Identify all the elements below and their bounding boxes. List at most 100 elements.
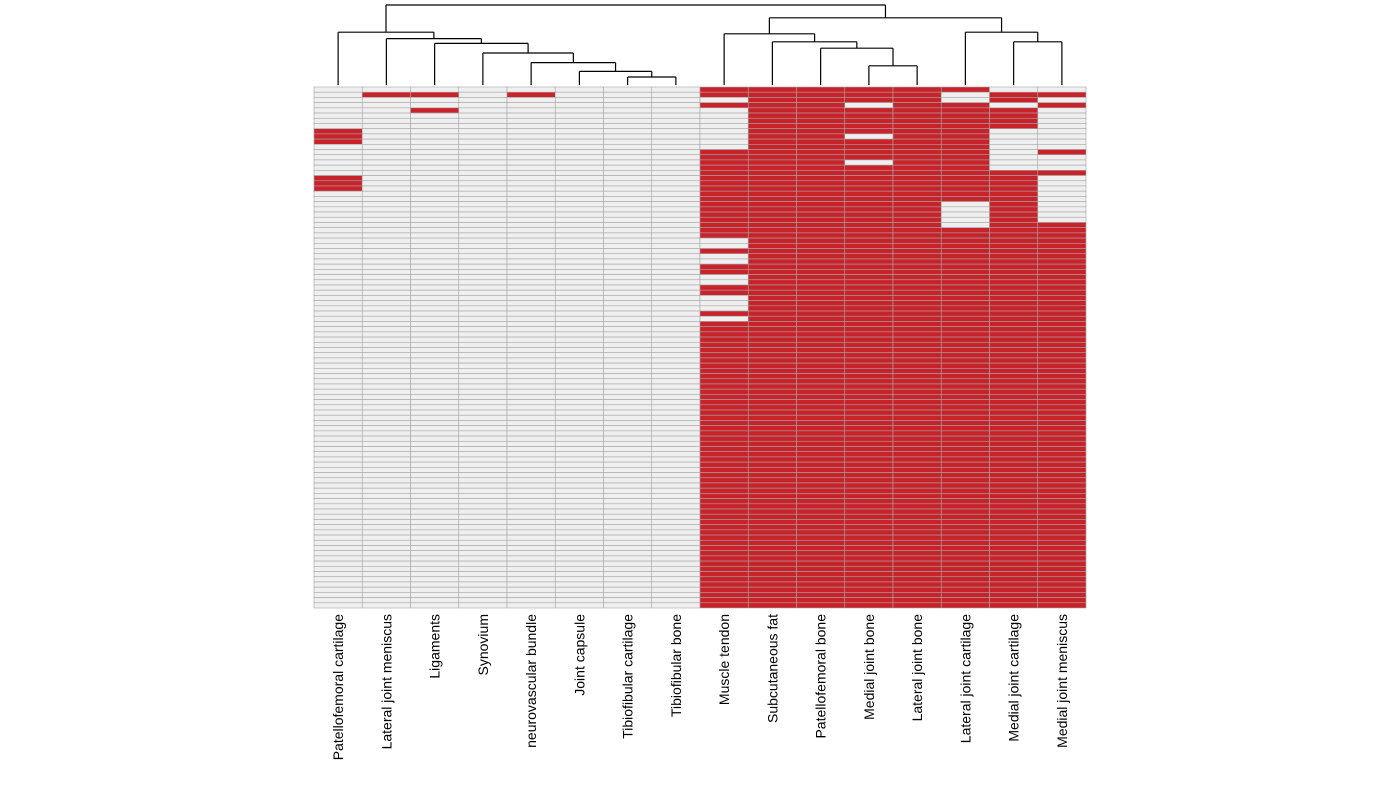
heatmap-cell (892, 409, 942, 416)
heatmap-cell (844, 227, 894, 234)
heatmap-cell (651, 477, 701, 484)
heatmap-cell (313, 310, 363, 317)
heatmap-cell (603, 305, 653, 312)
heatmap-cell (940, 404, 990, 411)
heatmap-cell (989, 545, 1039, 551)
heatmap-cell (313, 586, 363, 593)
heatmap-cell (313, 216, 363, 223)
heatmap-cell (747, 467, 797, 473)
heatmap-cell (313, 414, 363, 421)
heatmap-cell (892, 86, 942, 93)
heatmap-cell (844, 524, 894, 531)
heatmap-cell (361, 243, 411, 249)
heatmap-cell (554, 388, 604, 395)
heatmap-cell (747, 185, 797, 192)
heatmap-cell (361, 440, 411, 447)
heatmap-cell (361, 571, 411, 578)
heatmap-cell (458, 138, 508, 145)
heatmap-cell (361, 164, 411, 171)
heatmap-cell (410, 117, 460, 124)
heatmap-cell (747, 534, 797, 541)
heatmap-cell (554, 289, 604, 296)
heatmap-cell (699, 566, 749, 572)
heatmap-cell (940, 331, 990, 338)
heatmap-cell (844, 144, 894, 150)
heatmap-cell (361, 467, 411, 473)
heatmap-cell (554, 347, 604, 354)
heatmap-cell (506, 138, 556, 145)
heatmap-cell (313, 144, 363, 150)
heatmap-cell (554, 420, 604, 426)
heatmap-cell (554, 201, 604, 208)
heatmap-cell (651, 581, 701, 588)
heatmap-cell (747, 159, 797, 166)
heatmap-cell (940, 513, 990, 520)
heatmap-cell (506, 295, 556, 301)
heatmap-cell (699, 331, 749, 338)
heatmap-cell (410, 430, 460, 437)
heatmap-cell (554, 248, 604, 255)
heatmap-cell (651, 97, 701, 103)
heatmap-cell (506, 534, 556, 541)
heatmap-cell (989, 175, 1039, 182)
heatmap-cell (361, 498, 411, 505)
heatmap-cell (506, 269, 556, 275)
heatmap-cell (1037, 258, 1087, 265)
heatmap-cell (747, 295, 797, 301)
heatmap-cell (892, 519, 942, 525)
heatmap-cell (554, 399, 604, 406)
heatmap-cell (844, 117, 894, 124)
heatmap-cell (892, 258, 942, 265)
heatmap-cell (892, 102, 942, 109)
heatmap-cell (554, 144, 604, 150)
heatmap-cell (410, 196, 460, 202)
heatmap-cell (361, 300, 411, 307)
heatmap-cell (699, 305, 749, 312)
heatmap-cell (410, 592, 460, 598)
heatmap-cell (506, 451, 556, 458)
heatmap-cell (844, 295, 894, 301)
heatmap-cell (361, 409, 411, 416)
heatmap-cell (940, 482, 990, 489)
heatmap-cell (458, 539, 508, 546)
heatmap-cell (651, 269, 701, 275)
heatmap-cell (747, 206, 797, 213)
heatmap-cell (651, 305, 701, 312)
heatmap-cell (747, 180, 797, 187)
heatmap-cell (796, 461, 846, 468)
heatmap-cell (892, 133, 942, 140)
heatmap-cell (940, 295, 990, 301)
heatmap-cell (892, 550, 942, 557)
heatmap-cell (892, 154, 942, 161)
heatmap-cell (458, 461, 508, 468)
heatmap-cell (554, 216, 604, 223)
heatmap-cell (313, 404, 363, 411)
heatmap-cell (313, 201, 363, 208)
heatmap-cell (892, 399, 942, 406)
heatmap-cell (651, 446, 701, 452)
heatmap-cell (940, 362, 990, 369)
heatmap-cell (796, 91, 846, 98)
heatmap-cell (892, 597, 942, 604)
heatmap-cell (554, 362, 604, 369)
heatmap-cell (361, 310, 411, 317)
heatmap-cell (940, 399, 990, 406)
heatmap-cell (410, 279, 460, 286)
heatmap-cell (361, 430, 411, 437)
heatmap-cell (796, 435, 846, 442)
heatmap-cell (361, 341, 411, 348)
heatmap-cell (410, 258, 460, 265)
heatmap-cell (554, 539, 604, 546)
heatmap-cell (313, 321, 363, 327)
heatmap-cell (458, 97, 508, 103)
heatmap-cell (1037, 414, 1087, 421)
heatmap-cell (313, 175, 363, 182)
column-label: neurovascular bundle (523, 614, 539, 748)
heatmap-cell (892, 456, 942, 463)
heatmap-cell (940, 222, 990, 228)
heatmap-cell (796, 269, 846, 275)
heatmap-cell (651, 102, 701, 109)
heatmap-cell (506, 378, 556, 385)
heatmap-cell (892, 404, 942, 411)
heatmap-cell (651, 170, 701, 176)
